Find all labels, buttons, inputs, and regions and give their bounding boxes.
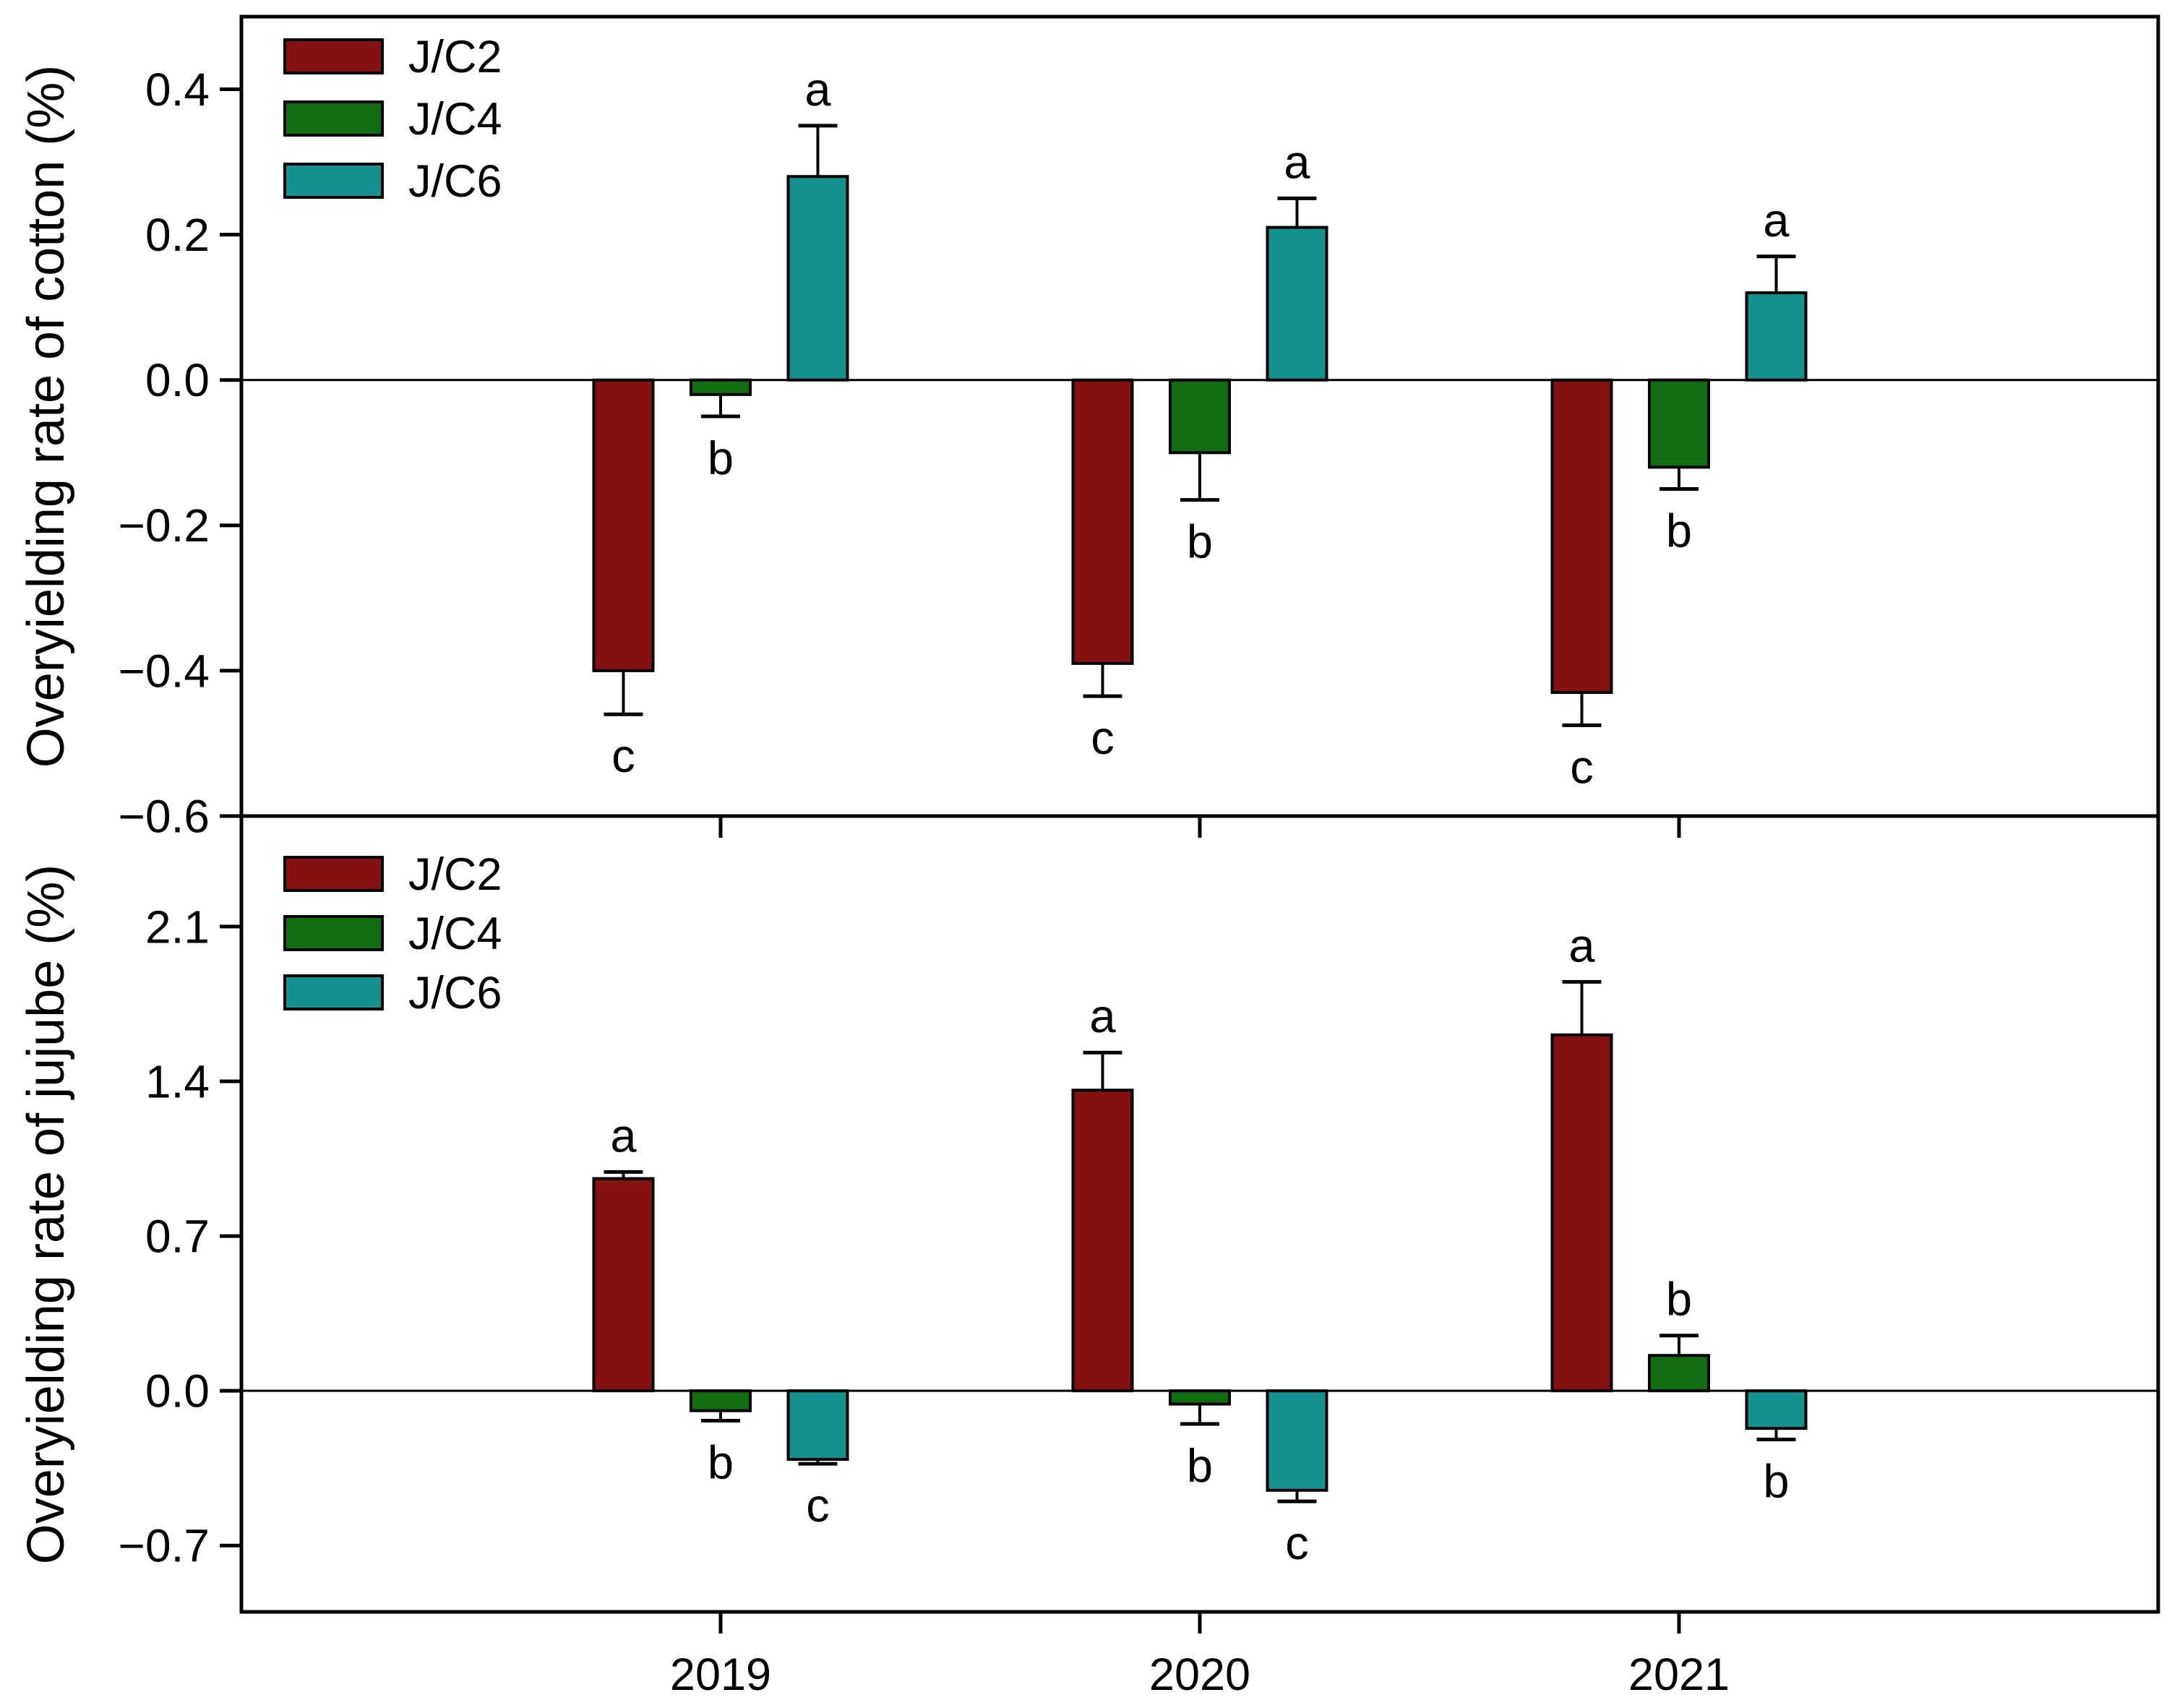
bar-jc6-2020 [1266, 226, 1328, 382]
bar-jc4-2020 [1169, 1389, 1231, 1406]
x-tick-label-2020: 2020 [1149, 1649, 1250, 1700]
bar-jc4-2020 [1169, 378, 1231, 455]
bar-jc4-2021 [1648, 378, 1710, 469]
bar-jc2-2021 [1550, 378, 1613, 695]
sig-letter-jc4-2020: b [1187, 1439, 1213, 1492]
sig-letter-jc2-2020: a [1089, 990, 1116, 1042]
sig-letter-jc2-2019: a [610, 1109, 637, 1162]
sig-letter-jc4-2019: b [708, 432, 734, 484]
legend-swatch-bottom-jc2 [283, 856, 384, 892]
legend-swatch-bottom-jc6 [283, 974, 384, 1010]
bar-jc2-2019 [592, 1177, 655, 1393]
chart-root: c c c b b b a a a 0.4 0.2 0.0 −0.2 −0.4 −0.6 J/C2 J/C4 J/… [119, 14, 2160, 1700]
x-tick-label-2019: 2019 [670, 1649, 771, 1700]
sig-letter-jc6-2020: a [1284, 135, 1310, 188]
bar-jc6-2019 [786, 175, 849, 382]
y-tick-label-bottom-0.7: 0.7 [145, 1210, 210, 1262]
y-tick-label-bottom-2.1: 2.1 [145, 901, 210, 953]
sig-letter-jc2-2020: c [1091, 711, 1115, 764]
y-tick-label-top-0.4: 0.4 [145, 64, 210, 116]
bar-jc4-2021 [1648, 1354, 1710, 1393]
sig-letter-jc6-2019: a [804, 63, 831, 116]
y-tick-label-top-−0.6: −0.6 [119, 790, 210, 842]
sig-letter-jc6-2021: b [1763, 1454, 1789, 1507]
bar-jc6-2021 [1745, 291, 1808, 382]
sig-letter-jc6-2021: a [1763, 194, 1790, 246]
sig-letter-jc6-2019: c [806, 1479, 830, 1532]
legend-label-top-jc6: J/C6 [408, 156, 502, 207]
y-tick-label-top-0.2: 0.2 [145, 209, 210, 261]
sig-letter-jc4-2019: b [708, 1436, 734, 1488]
legend-label-top-jc2: J/C2 [408, 32, 502, 82]
legend-label-bottom-jc2: J/C2 [408, 849, 502, 900]
y-axis-title-cotton: Overyielding rate of cotton (%) [17, 65, 75, 768]
sig-letter-jc6-2020: c [1285, 1516, 1309, 1569]
y-tick-label-top-0.0: 0.0 [145, 354, 210, 406]
legend-label-bottom-jc6: J/C6 [408, 968, 502, 1018]
sig-letter-jc2-2021: a [1568, 919, 1595, 971]
legend-swatch-top-jc4 [283, 100, 384, 137]
legend-label-top-jc4: J/C4 [408, 94, 502, 145]
bar-jc2-2020 [1071, 1089, 1134, 1393]
bar-jc6-2020 [1266, 1389, 1328, 1492]
sig-letter-jc2-2019: c [611, 729, 635, 782]
bar-jc2-2019 [592, 378, 655, 672]
sig-letter-jc4-2020: b [1187, 515, 1213, 568]
bar-jc2-2020 [1071, 378, 1134, 665]
y-tick-label-bottom-1.4: 1.4 [145, 1055, 210, 1107]
y-tick-label-top-−0.4: −0.4 [119, 645, 210, 697]
panel-border-bottom [239, 814, 2160, 1614]
sig-letter-jc2-2021: c [1570, 740, 1594, 793]
legend-swatch-top-jc6 [283, 163, 384, 199]
sig-letter-jc4-2021: b [1666, 1273, 1692, 1326]
bar-jc6-2019 [786, 1389, 849, 1461]
bar-jc2-2021 [1550, 1033, 1613, 1393]
y-tick-label-bottom-−0.7: −0.7 [119, 1520, 210, 1572]
legend-swatch-bottom-jc4 [283, 915, 384, 951]
legend-swatch-top-jc2 [283, 38, 384, 74]
legend-label-bottom-jc4: J/C4 [408, 909, 502, 959]
bar-jc4-2019 [690, 378, 752, 396]
x-tick-label-2021: 2021 [1628, 1649, 1730, 1700]
bar-jc6-2021 [1745, 1389, 1808, 1430]
y-tick-label-top-−0.2: −0.2 [119, 499, 210, 552]
bar-jc4-2019 [690, 1389, 752, 1412]
y-axis-title-jujube: Overyielding rate of jujube (%) [17, 864, 75, 1564]
sig-letter-jc4-2021: b [1666, 505, 1692, 557]
y-tick-label-bottom-0.0: 0.0 [145, 1365, 210, 1417]
